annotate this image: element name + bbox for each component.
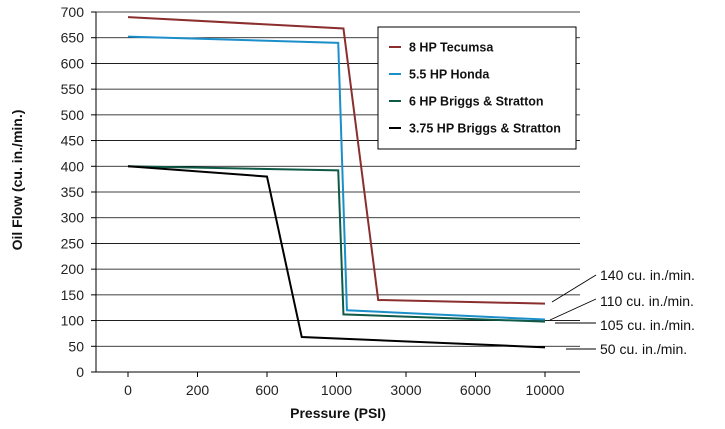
y-tick-label: 350 xyxy=(61,184,85,200)
annotation-label: 50 cu. in./min. xyxy=(600,341,687,357)
series-line-3-75-hp-briggs-stratton xyxy=(127,165,546,349)
legend-entry: 5.5 HP Honda xyxy=(409,68,490,82)
x-tick-label: 200 xyxy=(186,382,210,398)
y-axis-label: Oil Flow (cu. in./min.) xyxy=(9,110,25,251)
annotation-label: 105 cu. in./min. xyxy=(600,317,695,333)
x-tick-label: 3000 xyxy=(390,382,421,398)
y-tick-labels: 0 50 100 150 200 250 300 350 400 450 500 550 600 650 7… xyxy=(61,4,85,380)
y-tick-label: 700 xyxy=(61,4,85,20)
y-tick-label: 0 xyxy=(76,364,84,380)
annotations: 140 cu. in./min. 110 cu. in./min. 105 cu. … xyxy=(549,267,695,357)
x-tick-label: 600 xyxy=(255,382,279,398)
x-tick-label: 1000 xyxy=(321,382,352,398)
y-tick-label: 200 xyxy=(61,261,85,277)
series-line-6-hp-briggs-stratton xyxy=(127,165,546,323)
x-axis-label: Pressure (PSI) xyxy=(290,405,386,421)
legend-box xyxy=(377,26,577,150)
y-tick-label: 300 xyxy=(61,210,85,226)
x-tick-label: 10000 xyxy=(526,382,565,398)
series-lines xyxy=(127,16,546,349)
annotation-label: 110 cu. in./min. xyxy=(600,293,694,309)
y-tick-label: 50 xyxy=(68,338,84,354)
axes xyxy=(91,11,580,377)
x-tick-label: 6000 xyxy=(460,382,491,398)
series-line-8-hp-tecumsa xyxy=(127,16,546,305)
annotation-leader xyxy=(551,274,597,303)
x-tick-label: 0 xyxy=(124,382,132,398)
y-tick-label: 600 xyxy=(61,55,85,71)
y-tick-label: 550 xyxy=(61,81,85,97)
y-tick-label: 150 xyxy=(61,287,85,303)
annotation-leader xyxy=(549,298,597,321)
y-tick-label: 500 xyxy=(61,107,85,123)
legend-entry: 8 HP Tecumsa xyxy=(409,41,494,55)
legend: 8 HP Tecumsa 5.5 HP Honda 6 HP Briggs & St… xyxy=(377,26,577,150)
y-tick-label: 650 xyxy=(61,30,85,46)
y-tick-label: 100 xyxy=(61,313,85,329)
legend-entry: 6 HP Briggs & Stratton xyxy=(409,95,544,109)
legend-entry: 3.75 HP Briggs & Stratton xyxy=(409,122,561,136)
y-tick-label: 450 xyxy=(61,133,85,149)
annotation-label: 140 cu. in./min. xyxy=(600,267,695,283)
y-tick-label: 250 xyxy=(61,235,85,251)
series-line-5-5-hp-honda xyxy=(127,35,546,321)
x-tick-labels: 0 200 600 1000 3000 6000 10000 xyxy=(124,382,565,398)
y-tick-label: 400 xyxy=(61,158,85,174)
